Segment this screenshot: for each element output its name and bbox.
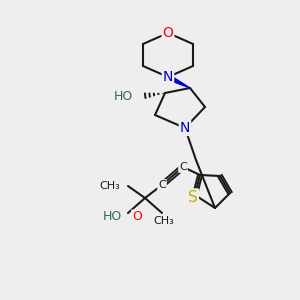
Text: S: S [188,190,198,205]
Text: C: C [158,180,166,190]
Text: C: C [179,162,187,172]
Text: O: O [163,26,173,40]
Text: HO: HO [103,211,122,224]
Text: CH₃: CH₃ [99,181,120,191]
Text: O: O [132,211,142,224]
Polygon shape [167,75,190,88]
Text: N: N [180,121,190,135]
Text: N: N [163,70,173,84]
Text: CH₃: CH₃ [154,216,174,226]
Text: HO: HO [114,89,133,103]
